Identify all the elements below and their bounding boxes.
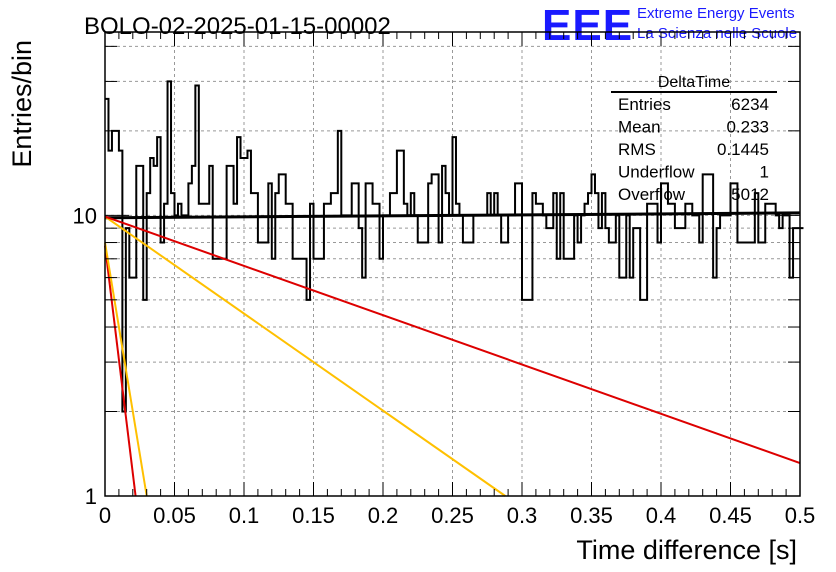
stats-label: Overflow [618,185,686,204]
x-tick-label: 0.2 [368,503,399,528]
stats-label: RMS [618,140,656,159]
x-axis-label: Time difference [s] [576,535,797,565]
stats-box-title: DeltaTime [658,74,730,91]
stats-value: 1 [760,163,769,182]
histogram-steps [105,80,804,413]
y-axis-label: Entries/bin [7,40,37,168]
project-name-line1: Extreme Energy Events [637,5,795,22]
y-tick-label: 10 [73,203,97,228]
x-tick-label: 0.35 [570,503,613,528]
stats-value: 6234 [731,95,769,114]
stats-value: 5012 [731,185,769,204]
fit-curve-exp-slow [104,215,801,465]
curves-layer [104,211,801,497]
stats-label: Mean [618,118,661,137]
fit-curve-exp-fast [104,242,148,497]
stats-box: DeltaTime Entries 6234 Mean 0.233 RMS 0.1445 U… [611,74,777,204]
x-tick-label: 0 [99,503,111,528]
fit-curve-exp-fast [104,245,137,497]
x-tick-label: 0.5 [785,503,816,528]
x-tick-label: 0.25 [431,503,474,528]
x-tick-label: 0.15 [292,503,335,528]
stats-label: Entries [618,95,671,114]
stats-value: 0.233 [726,118,769,137]
x-tick-label: 0.3 [507,503,538,528]
x-tick-label: 0.4 [646,503,677,528]
eee-logo: EEE [542,1,633,50]
y-tick-label: 1 [85,484,97,509]
x-tick-label: 0.45 [709,503,752,528]
axes-layer: 0 0.05 0.1 0.15 0.2 0.25 0.3 0.35 0.4 0.45 0.5 1 10 [73,31,816,528]
fit-curve-flat-fit [104,211,801,220]
fit-curve-exp-slow [104,215,506,497]
x-tick-label: 0.05 [153,503,196,528]
stats-value: 0.1445 [717,140,769,159]
stats-label: Underflow [618,163,695,182]
histogram-layer [105,80,804,413]
x-tick-label: 0.1 [229,503,260,528]
chart-title: BOLO-02-2025-01-15-00002 [84,13,391,40]
